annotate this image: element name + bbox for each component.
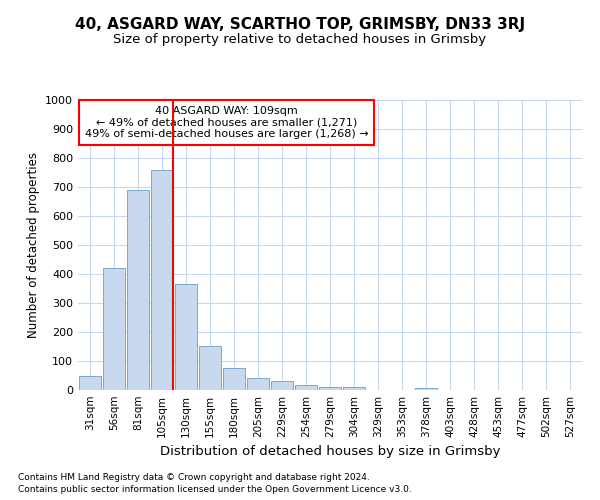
Bar: [271, 382, 293, 390]
Text: Size of property relative to detached houses in Grimsby: Size of property relative to detached ho…: [113, 32, 487, 46]
Text: 40, ASGARD WAY, SCARTHO TOP, GRIMSBY, DN33 3RJ: 40, ASGARD WAY, SCARTHO TOP, GRIMSBY, DN…: [75, 18, 525, 32]
Bar: [103, 268, 125, 390]
Bar: [79, 376, 101, 390]
Bar: [199, 346, 221, 390]
Bar: [175, 284, 197, 390]
Y-axis label: Number of detached properties: Number of detached properties: [26, 152, 40, 338]
Bar: [415, 388, 437, 390]
Bar: [247, 378, 269, 390]
Text: Contains public sector information licensed under the Open Government Licence v3: Contains public sector information licen…: [18, 485, 412, 494]
Bar: [343, 387, 365, 390]
Bar: [295, 385, 317, 390]
Text: Contains HM Land Registry data © Crown copyright and database right 2024.: Contains HM Land Registry data © Crown c…: [18, 472, 370, 482]
Bar: [127, 190, 149, 390]
Text: 40 ASGARD WAY: 109sqm
← 49% of detached houses are smaller (1,271)
49% of semi-d: 40 ASGARD WAY: 109sqm ← 49% of detached …: [85, 106, 368, 139]
Bar: [223, 368, 245, 390]
Bar: [151, 170, 173, 390]
X-axis label: Distribution of detached houses by size in Grimsby: Distribution of detached houses by size …: [160, 446, 500, 458]
Bar: [319, 386, 341, 390]
